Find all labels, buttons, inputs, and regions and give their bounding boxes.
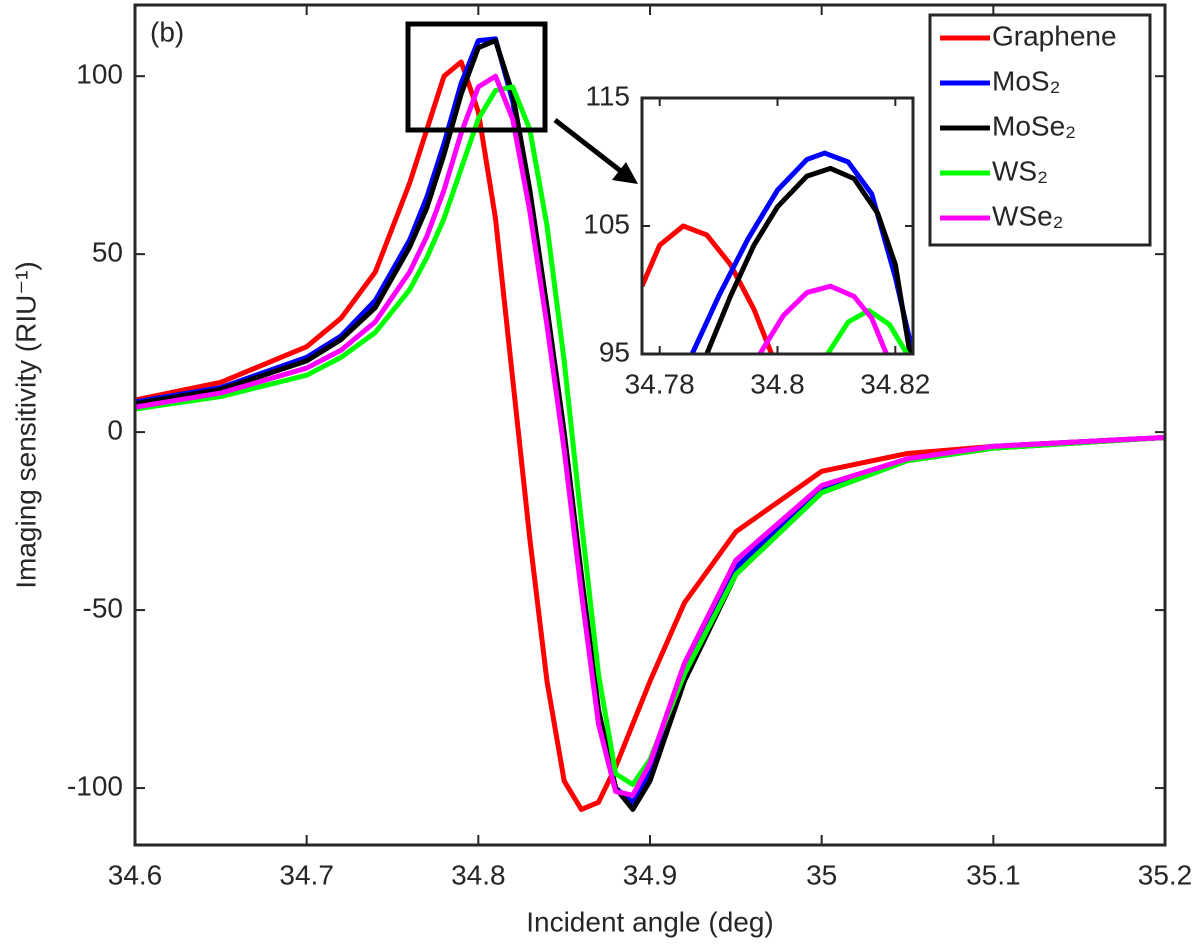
y-tick-label: 50: [92, 237, 123, 268]
x-tick-label: 34.82: [860, 368, 930, 399]
series-line: [135, 84, 1165, 787]
y-tick-label: -50: [83, 592, 123, 623]
x-tick-label: 35.1: [966, 859, 1021, 890]
zoom-box: [405, 21, 548, 133]
legend-label: Graphene: [992, 20, 1117, 51]
x-tick-label: 34.7: [279, 859, 334, 890]
zoom-arrowhead: [612, 162, 638, 184]
series-line: [825, 307, 910, 354]
y-tick-label: 115: [585, 80, 630, 111]
legend-label: WS₂: [992, 155, 1048, 186]
y-tick-label: 105: [583, 208, 630, 239]
y-axis-label: Imaging sensitivity (RIU⁻¹): [10, 261, 41, 589]
series-line: [757, 283, 889, 354]
x-tick-label: 35: [806, 859, 837, 890]
x-tick-label: 35.2: [1138, 859, 1193, 890]
x-tick-label: 34.78: [625, 368, 695, 399]
x-tick-label: 34.6: [108, 859, 163, 890]
y-tick-label: 0: [107, 415, 123, 446]
legend-label: WSe₂: [992, 200, 1064, 231]
x-tick-label: 34.8: [750, 368, 805, 399]
series-line: [135, 73, 1165, 798]
legend-label: MoSe₂: [992, 110, 1076, 141]
y-tick-label: 100: [76, 59, 123, 90]
series-line: [704, 165, 913, 354]
y-tick-label: 95: [599, 336, 630, 367]
y-tick-label: -100: [67, 770, 123, 801]
zoom-arrow: [553, 118, 624, 174]
plot-area: [642, 150, 913, 354]
legend-label: MoS₂: [992, 65, 1060, 96]
x-axis-label: Incident angle (deg): [526, 906, 774, 937]
x-tick-label: 34.9: [623, 859, 678, 890]
plot-area: [135, 36, 1165, 812]
series-line: [642, 223, 774, 354]
series-line: [135, 59, 1165, 812]
panel-label: (b): [150, 16, 184, 47]
x-tick-label: 34.8: [451, 859, 506, 890]
